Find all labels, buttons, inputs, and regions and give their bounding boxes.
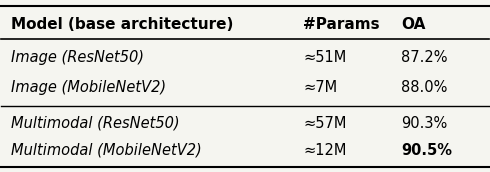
Text: ≈57M: ≈57M <box>303 116 347 131</box>
Text: Multimodal (ResNet50): Multimodal (ResNet50) <box>11 116 180 131</box>
Text: Model (base architecture): Model (base architecture) <box>11 17 234 32</box>
Text: 90.5%: 90.5% <box>401 143 452 158</box>
Text: ≈51M: ≈51M <box>303 50 347 65</box>
Text: Multimodal (MobileNetV2): Multimodal (MobileNetV2) <box>11 143 202 158</box>
Text: #Params: #Params <box>303 17 380 32</box>
Text: 87.2%: 87.2% <box>401 50 447 65</box>
Text: OA: OA <box>401 17 425 32</box>
Text: Image (ResNet50): Image (ResNet50) <box>11 50 144 65</box>
Text: Image (MobileNetV2): Image (MobileNetV2) <box>11 80 166 95</box>
Text: 90.3%: 90.3% <box>401 116 447 131</box>
Text: ≈12M: ≈12M <box>303 143 347 158</box>
Text: 88.0%: 88.0% <box>401 80 447 95</box>
Text: ≈7M: ≈7M <box>303 80 338 95</box>
